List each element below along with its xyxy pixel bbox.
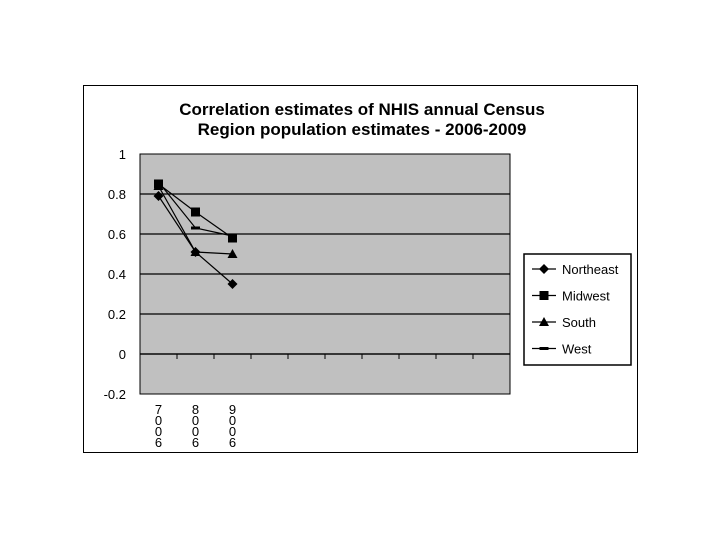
legend-marker-west [539,347,549,350]
chart-title-line-1: Correlation estimates of NHIS annual Cen… [179,100,545,119]
data-point-west [228,234,237,238]
y-tick-label: 1 [119,147,126,162]
data-point-midwest [228,233,237,243]
legend-marker-northeast [539,264,549,274]
data-point-west [154,180,163,184]
y-tick-label: 0.4 [108,267,126,282]
legend-box [523,253,632,366]
legend-label-northeast: Northeast [562,262,619,277]
legend-marker-midwest [539,291,549,300]
line-chart: Correlation estimates of NHIS annual Cen… [104,100,632,450]
data-point-midwest [191,207,200,217]
chart-frame: Correlation estimates of NHIS annual Cen… [83,85,638,453]
legend-label-midwest: Midwest [562,289,610,304]
y-tick-label: -0.2 [104,387,126,402]
legend-marker-south [539,317,549,326]
data-point-south [227,249,238,258]
y-tick-label: 0.8 [108,187,126,202]
data-point-south [153,181,164,190]
y-tick-label: 0 [119,347,126,362]
data-point-northeast [153,191,164,201]
y-tick-label: 0.2 [108,307,126,322]
data-point-northeast [227,279,238,289]
legend-label-south: South [562,315,596,330]
data-point-south [190,247,201,256]
data-point-west [191,226,200,230]
legend-label-west: West [562,342,592,357]
chart-title-line-2: Region population estimates - 2006-2009 [198,120,527,139]
y-tick-label: 0.6 [108,227,126,242]
